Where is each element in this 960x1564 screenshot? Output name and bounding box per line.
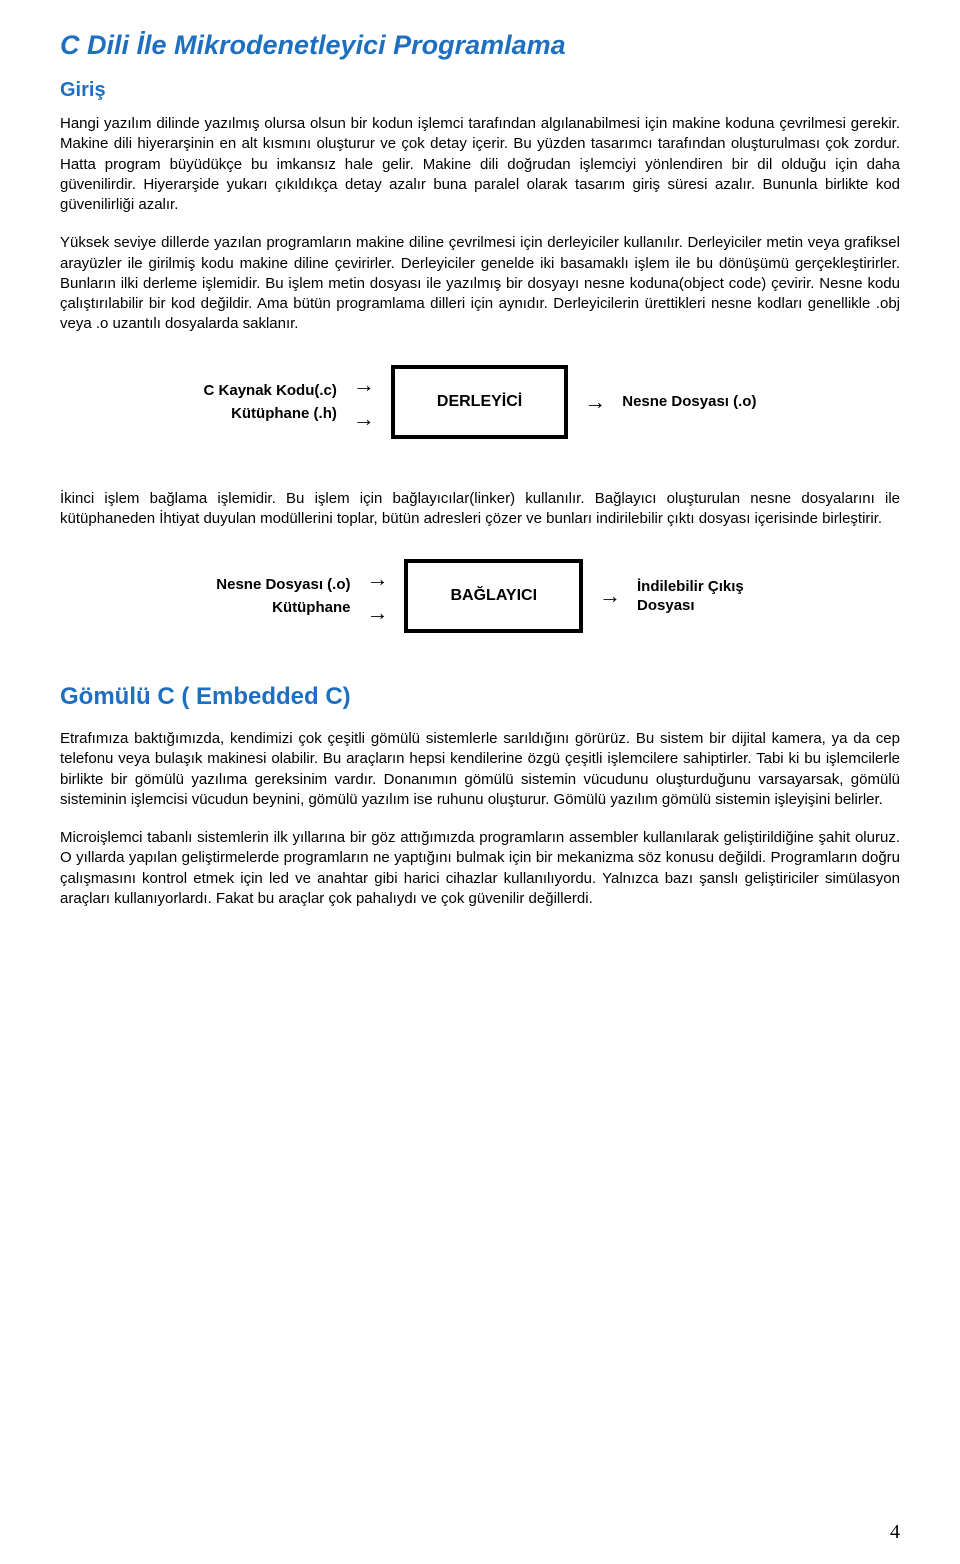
diagram-box-linker: BAĞLAYICI: [404, 559, 583, 633]
arrow-right-icon: →: [584, 391, 606, 413]
arrow-group: → →: [353, 374, 375, 430]
arrow-right-icon: →: [353, 374, 375, 396]
diagram-input-label: Nesne Dosyası (.o): [216, 576, 350, 593]
page-number: 4: [890, 1521, 900, 1544]
diagram-input-label: Kütüphane: [272, 599, 350, 616]
diagram-output-label: Nesne Dosyası (.o): [622, 393, 756, 410]
paragraph: Etrafımıza baktığımızda, kendimizi çok ç…: [60, 729, 900, 810]
diagram-output-label: İndilebilir Çıkış: [637, 578, 744, 595]
diagram-inputs: C Kaynak Kodu(.c) Kütüphane (.h): [204, 382, 337, 422]
diagram-compiler: C Kaynak Kodu(.c) Kütüphane (.h) → → DER…: [60, 365, 900, 439]
arrow-group: → →: [366, 568, 388, 624]
diagram-input-label: C Kaynak Kodu(.c): [204, 382, 337, 399]
diagram-output: İndilebilir Çıkış Dosyası: [637, 578, 744, 614]
paragraph: İkinci işlem bağlama işlemidir. Bu işlem…: [60, 489, 900, 530]
arrow-right-icon: →: [599, 585, 621, 607]
diagram-input-label: Kütüphane (.h): [231, 405, 337, 422]
page-title: C Dili İle Mikrodenetleyici Programlama: [60, 30, 900, 61]
diagram-linker: Nesne Dosyası (.o) Kütüphane → → BAĞLAYI…: [60, 559, 900, 633]
arrow-right-icon: →: [353, 408, 375, 430]
section-heading-giris: Giriş: [60, 79, 900, 102]
diagram-box-compiler: DERLEYİCİ: [391, 365, 568, 439]
diagram-inputs: Nesne Dosyası (.o) Kütüphane: [216, 576, 350, 616]
paragraph: Hangi yazılım dilinde yazılmış olursa ol…: [60, 114, 900, 215]
arrow-right-icon: →: [366, 602, 388, 624]
section-heading-embedded-c: Gömülü C ( Embedded C): [60, 683, 900, 711]
diagram-output-label: Dosyası: [637, 597, 695, 614]
paragraph: Microişlemci tabanlı sistemlerin ilk yıl…: [60, 828, 900, 909]
paragraph: Yüksek seviye dillerde yazılan programla…: [60, 233, 900, 334]
arrow-right-icon: →: [366, 568, 388, 590]
